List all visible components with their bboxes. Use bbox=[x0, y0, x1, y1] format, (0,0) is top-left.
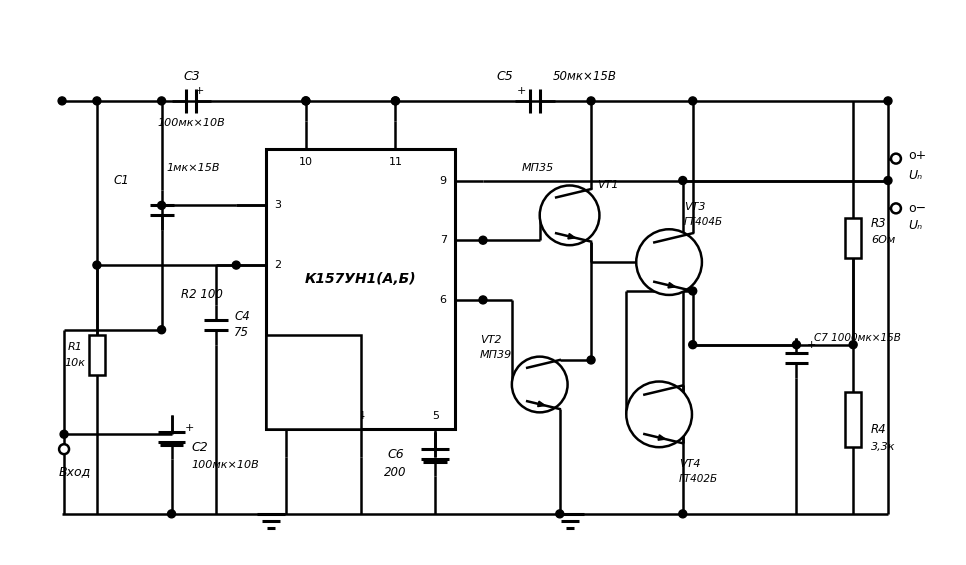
Text: +: + bbox=[195, 86, 204, 96]
Text: o−: o− bbox=[908, 202, 926, 215]
Bar bbox=[266, 334, 360, 429]
Circle shape bbox=[679, 510, 687, 518]
Circle shape bbox=[157, 97, 165, 105]
Circle shape bbox=[891, 154, 901, 164]
Text: 6Ом: 6Ом bbox=[871, 235, 895, 245]
Polygon shape bbox=[668, 282, 675, 288]
Text: R3: R3 bbox=[871, 217, 887, 230]
Text: Вход: Вход bbox=[59, 466, 92, 479]
Text: C4: C4 bbox=[234, 310, 250, 323]
Bar bbox=[845, 218, 861, 258]
Circle shape bbox=[637, 229, 702, 295]
Circle shape bbox=[792, 341, 801, 349]
Text: ГТ404Б: ГТ404Б bbox=[684, 218, 724, 227]
Text: 2: 2 bbox=[274, 260, 281, 270]
Text: Uₙ: Uₙ bbox=[908, 219, 922, 232]
Circle shape bbox=[626, 381, 692, 447]
Text: o+: o+ bbox=[908, 149, 926, 162]
Circle shape bbox=[391, 97, 399, 105]
Text: C7 1000мк×15В: C7 1000мк×15В bbox=[814, 333, 901, 343]
Circle shape bbox=[59, 444, 69, 454]
Text: C3: C3 bbox=[184, 69, 200, 82]
Circle shape bbox=[157, 201, 165, 210]
Circle shape bbox=[302, 97, 310, 105]
Text: 6: 6 bbox=[440, 295, 446, 305]
Circle shape bbox=[587, 97, 595, 105]
Text: 50мк×15В: 50мк×15В bbox=[553, 69, 616, 82]
Text: VT2: VT2 bbox=[480, 334, 501, 345]
Text: R2 100: R2 100 bbox=[182, 289, 223, 302]
Circle shape bbox=[391, 97, 399, 105]
Text: VT1: VT1 bbox=[597, 180, 618, 190]
Circle shape bbox=[689, 287, 696, 295]
Text: 4: 4 bbox=[357, 411, 364, 421]
Text: Uₙ: Uₙ bbox=[908, 169, 922, 182]
Circle shape bbox=[587, 356, 595, 364]
Text: 7: 7 bbox=[440, 235, 446, 245]
Text: +: + bbox=[807, 340, 816, 350]
Circle shape bbox=[884, 97, 892, 105]
Text: МП39: МП39 bbox=[480, 350, 512, 360]
Circle shape bbox=[689, 341, 696, 349]
Text: 10к: 10к bbox=[65, 358, 86, 368]
Text: C5: C5 bbox=[497, 69, 513, 82]
Circle shape bbox=[479, 296, 487, 304]
Circle shape bbox=[891, 203, 901, 214]
Circle shape bbox=[540, 185, 600, 245]
Text: 3: 3 bbox=[274, 201, 281, 210]
Circle shape bbox=[302, 97, 310, 105]
Text: ГТ402Б: ГТ402Б bbox=[679, 474, 718, 484]
Text: 100мк×10В: 100мк×10В bbox=[157, 118, 225, 128]
Text: 1: 1 bbox=[282, 411, 290, 421]
Text: VT4: VT4 bbox=[679, 459, 700, 469]
Text: 3,3к: 3,3к bbox=[871, 442, 895, 452]
Text: 11: 11 bbox=[388, 157, 403, 167]
Text: 75: 75 bbox=[234, 326, 249, 339]
Polygon shape bbox=[568, 233, 576, 239]
Text: R4: R4 bbox=[871, 423, 887, 436]
Text: К157УН1(А,Б): К157УН1(А,Б) bbox=[305, 272, 416, 286]
Text: +: + bbox=[517, 86, 526, 96]
Text: 100мк×10В: 100мк×10В bbox=[191, 460, 259, 470]
Circle shape bbox=[479, 236, 487, 244]
Circle shape bbox=[167, 510, 176, 518]
Circle shape bbox=[884, 176, 892, 185]
Text: МП35: МП35 bbox=[522, 163, 554, 172]
Text: 10: 10 bbox=[298, 157, 313, 167]
Circle shape bbox=[849, 341, 857, 349]
Text: C6: C6 bbox=[387, 447, 404, 460]
Circle shape bbox=[679, 176, 687, 185]
Bar bbox=[89, 334, 105, 375]
Text: +: + bbox=[185, 423, 194, 433]
Text: C2: C2 bbox=[191, 441, 209, 454]
Bar bbox=[845, 392, 861, 447]
Polygon shape bbox=[538, 401, 545, 407]
Circle shape bbox=[93, 97, 100, 105]
Circle shape bbox=[689, 97, 696, 105]
Circle shape bbox=[157, 326, 165, 334]
Polygon shape bbox=[658, 435, 666, 440]
Circle shape bbox=[58, 97, 66, 105]
Circle shape bbox=[555, 510, 564, 518]
Text: VT3: VT3 bbox=[684, 202, 705, 212]
Text: 5: 5 bbox=[432, 411, 439, 421]
Text: 1мк×15В: 1мк×15В bbox=[166, 163, 220, 172]
Bar bbox=[266, 149, 455, 429]
Circle shape bbox=[232, 261, 241, 269]
Circle shape bbox=[93, 261, 100, 269]
Text: 9: 9 bbox=[440, 176, 446, 185]
Circle shape bbox=[60, 431, 68, 438]
Text: 200: 200 bbox=[384, 466, 407, 479]
Circle shape bbox=[512, 357, 568, 412]
Text: C1: C1 bbox=[114, 174, 129, 187]
Text: R1: R1 bbox=[68, 342, 82, 351]
